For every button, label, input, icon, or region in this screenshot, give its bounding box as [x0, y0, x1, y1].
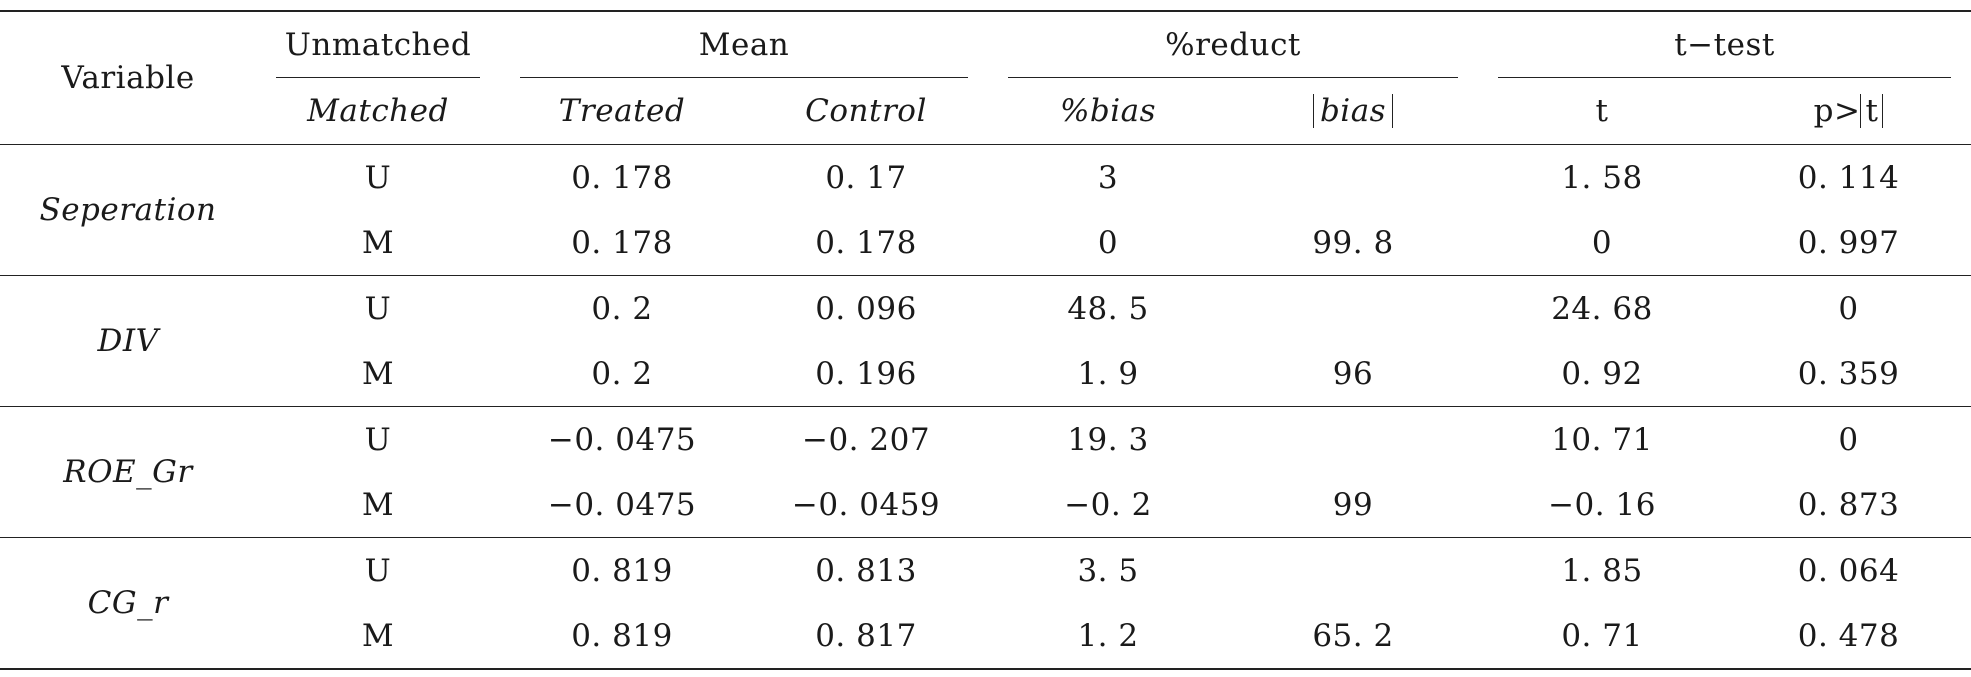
cell-p: 0. 997	[1726, 210, 1971, 276]
cell-type: U	[364, 290, 392, 327]
cell-type: M	[256, 472, 500, 538]
cell-bias: −0. 2	[988, 472, 1229, 538]
table-row: CG_r U 0. 819 0. 813 3. 5 1. 85 0. 064	[0, 537, 1971, 670]
table-row: M 0. 819 0. 817 1. 2 65. 2 0. 71 0. 478	[0, 603, 1971, 670]
cell-type: U	[364, 552, 392, 589]
cell-p: 0	[1838, 421, 1859, 458]
header-unmatched-rule	[276, 77, 480, 78]
header-treated: Treated	[500, 78, 744, 145]
cell-bias: 1. 9	[988, 341, 1229, 407]
table-row: Seperation U 0. 178 0. 17 3 1. 58 0. 114	[0, 144, 1971, 276]
cell-abs-bias: 96	[1228, 341, 1479, 407]
cell-type: M	[256, 210, 500, 276]
cell-p: 0. 359	[1726, 341, 1971, 407]
cell-treated: 0. 178	[500, 210, 744, 276]
cell-control: 0. 17	[825, 159, 907, 196]
psm-balance-table-wrapper: Variable Unmatched Mean %reduct t−test	[0, 10, 1971, 670]
header-mean: Mean	[500, 10, 989, 78]
cell-t: 24. 68	[1551, 290, 1653, 327]
cell-control: −0. 0459	[744, 472, 989, 538]
header-ttest-rule	[1498, 77, 1952, 78]
table-row: DIV U 0. 2 0. 096 48. 5 24. 68 0	[0, 275, 1971, 407]
header-unmatched-label: Unmatched	[284, 27, 472, 63]
table-row: M 0. 178 0. 178 0 99. 8 0 0. 997	[0, 210, 1971, 276]
header-p: p> t	[1726, 78, 1971, 145]
cell-t: 0	[1478, 210, 1727, 276]
cell-p: 0. 064	[1797, 552, 1900, 589]
header-mean-label: Mean	[698, 27, 790, 63]
header-p-prefix: p>	[1813, 93, 1861, 129]
cell-p: 0. 478	[1726, 603, 1971, 670]
header-unmatched: Unmatched	[256, 10, 500, 78]
header-abs-bias-label: bias	[1312, 94, 1394, 128]
cell-p: 0. 873	[1726, 472, 1971, 538]
cell-abs-bias	[1228, 407, 1478, 473]
cell-type: M	[256, 341, 500, 407]
cell-control: 0. 813	[815, 552, 917, 589]
header-reduct-label: %reduct	[1165, 27, 1301, 63]
cell-treated: −0. 0475	[500, 472, 744, 538]
cell-bias: 48. 5	[1067, 290, 1149, 327]
cell-control: 0. 178	[744, 210, 989, 276]
cell-treated: 0. 178	[571, 159, 673, 196]
table-row: M −0. 0475 −0. 0459 −0. 2 99 −0. 16 0. 8…	[0, 472, 1971, 538]
cell-t: 0. 92	[1478, 341, 1727, 407]
cell-abs-bias	[1228, 145, 1478, 211]
cell-abs-bias: 99. 8	[1228, 210, 1479, 276]
cell-p: 0. 114	[1797, 159, 1900, 196]
cell-abs-bias: 99	[1228, 472, 1479, 538]
header-matched: Matched	[256, 78, 500, 145]
cell-type: U	[364, 421, 392, 458]
cell-p: 0	[1838, 290, 1859, 327]
header-variable: Variable	[0, 10, 256, 145]
cell-type: M	[256, 603, 500, 670]
cell-control: −0. 207	[801, 421, 931, 458]
header-reduct-rule	[1008, 77, 1459, 78]
cell-control: 0. 817	[744, 603, 989, 670]
header-control: Control	[744, 78, 989, 145]
header-abs-bias: bias	[1228, 78, 1479, 145]
cell-t: 0. 71	[1478, 603, 1727, 670]
cell-abs-bias	[1228, 276, 1478, 342]
cell-bias: 3	[1097, 159, 1119, 196]
cell-treated: 0. 2	[500, 341, 744, 407]
table-row: ROE_Gr U −0. 0475 −0. 207 19. 3 10. 71 0	[0, 406, 1971, 538]
header-ttest: t−test	[1478, 10, 1971, 78]
variable-name: DIV	[0, 275, 256, 407]
cell-t: 1. 85	[1561, 552, 1643, 589]
variable-name: CG_r	[0, 537, 256, 670]
cell-t: −0. 16	[1478, 472, 1727, 538]
variable-name: Seperation	[0, 144, 256, 276]
cell-t: 10. 71	[1551, 421, 1653, 458]
cell-treated: 0. 819	[500, 603, 744, 670]
header-row-2: Matched Treated Control %bias bias t p> t	[0, 78, 1971, 145]
cell-treated: −0. 0475	[547, 421, 697, 458]
cell-abs-bias: 65. 2	[1228, 603, 1479, 670]
header-mean-rule	[520, 77, 969, 78]
cell-abs-bias	[1228, 538, 1478, 604]
table-row: M 0. 2 0. 196 1. 9 96 0. 92 0. 359	[0, 341, 1971, 407]
cell-bias: 3. 5	[1077, 552, 1139, 589]
cell-type: U	[364, 159, 392, 196]
psm-balance-table: Variable Unmatched Mean %reduct t−test	[0, 10, 1971, 670]
header-reduct: %reduct	[988, 10, 1479, 78]
header-p-abs-t: t	[1860, 94, 1884, 128]
cell-control: 0. 196	[744, 341, 989, 407]
header-ttest-label: t−test	[1674, 27, 1775, 63]
cell-treated: 0. 819	[571, 552, 673, 589]
cell-bias: 1. 2	[988, 603, 1229, 670]
cell-control: 0. 096	[815, 290, 917, 327]
variable-name: ROE_Gr	[0, 406, 256, 538]
header-row-1: Variable Unmatched Mean %reduct t−test	[0, 10, 1971, 145]
cell-bias: 0	[988, 210, 1229, 276]
cell-treated: 0. 2	[591, 290, 653, 327]
cell-t: 1. 58	[1561, 159, 1643, 196]
header-pct-bias: %bias	[988, 78, 1229, 145]
header-t: t	[1478, 78, 1727, 145]
cell-bias: 19. 3	[1067, 421, 1149, 458]
